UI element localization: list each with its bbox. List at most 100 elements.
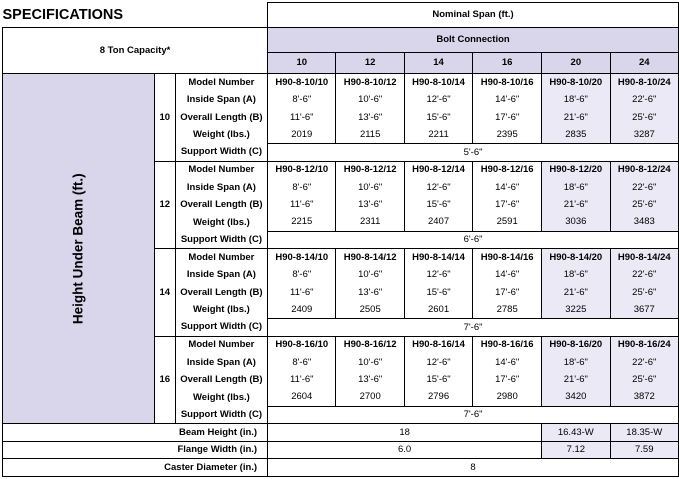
- row-label-overall: Overall Length (B): [174, 283, 269, 301]
- inside-cell: 10'-6": [335, 91, 405, 109]
- overall-cell: 25'-6": [609, 283, 679, 301]
- footer-label: Caster Diameter (in.): [1, 458, 269, 477]
- table-row: Caster Diameter (in.) 8: [1, 458, 679, 477]
- table-row: Weight (lbs.) 2215 2311 2407 2591 3036 3483: [3, 213, 679, 231]
- overall-cell: 21'-6": [541, 371, 611, 389]
- inside-cell: 8'-6": [267, 91, 337, 109]
- weight-cell: 2115: [335, 126, 405, 144]
- model-cell: H90-8-14/24: [609, 248, 679, 266]
- overall-cell: 15'-6": [403, 371, 474, 389]
- row-label-model: Model Number: [174, 248, 269, 266]
- table-row: Weight (lbs.) 2409 2505 2601 2785 3225 3677: [3, 301, 679, 319]
- table-row: Overall Length (B) 11'-6" 13'-6" 15'-6" 17'-…: [3, 371, 679, 389]
- row-label-inside: Inside Span (A): [174, 91, 269, 109]
- support-width-value: 7'-6": [267, 318, 679, 337]
- row-label-support: Support Width (C): [174, 318, 269, 337]
- weight-cell: 2700: [335, 388, 405, 406]
- overall-cell: 17'-6": [472, 108, 543, 126]
- overall-cell: 15'-6": [403, 108, 474, 126]
- span-header-row: 10 12 14 16 20 24: [3, 52, 679, 74]
- row-label-weight: Weight (lbs.): [174, 388, 269, 406]
- span-header-24: 24: [609, 52, 679, 74]
- inside-cell: 14'-6": [472, 353, 543, 371]
- overall-cell: 17'-6": [472, 371, 543, 389]
- overall-cell: 21'-6": [541, 108, 611, 126]
- row-label-support: Support Width (C): [174, 231, 269, 249]
- inside-cell: 18'-6": [541, 91, 611, 109]
- overall-cell: 21'-6": [541, 196, 611, 214]
- span-header-12: 12: [335, 52, 405, 74]
- inside-cell: 12'-6": [403, 266, 474, 284]
- inside-cell: 8'-6": [267, 178, 337, 196]
- row-label-overall: Overall Length (B): [174, 196, 269, 214]
- footer-value: 8: [267, 458, 679, 477]
- overall-cell: 13'-6": [335, 371, 405, 389]
- overall-cell: 25'-6": [609, 371, 679, 389]
- weight-cell: 2505: [335, 301, 405, 319]
- footer-value: 7.12: [541, 440, 611, 459]
- inside-cell: 8'-6": [267, 266, 337, 284]
- model-cell: H90-8-10/20: [541, 73, 611, 91]
- weight-cell: 3483: [609, 213, 679, 231]
- table-row: Weight (lbs.) 2019 2115 2211 2395 2835 3287: [3, 126, 679, 144]
- weight-cell: 3287: [609, 126, 679, 144]
- height-group-12: 12: [153, 160, 176, 249]
- overall-cell: 13'-6": [335, 283, 405, 301]
- overall-cell: 15'-6": [403, 283, 474, 301]
- overall-cell: 11'-6": [267, 196, 337, 214]
- overall-cell: 21'-6": [541, 283, 611, 301]
- height-group-14: 14: [153, 248, 176, 337]
- overall-cell: 25'-6": [609, 196, 679, 214]
- row-label-inside: Inside Span (A): [174, 266, 269, 284]
- table-row: Support Width (C) 7'-6": [3, 318, 679, 337]
- model-cell: H90-8-12/10: [267, 160, 337, 179]
- support-width-value: 7'-6": [267, 405, 679, 424]
- inside-cell: 14'-6": [472, 91, 543, 109]
- model-cell: H90-8-10/12: [335, 73, 405, 91]
- table-row: Weight (lbs.) 2604 2700 2796 2980 3420 3872: [3, 388, 679, 406]
- weight-cell: 3036: [541, 213, 611, 231]
- table-row: Inside Span (A) 8'-6" 10'-6" 12'-6" 14'-6" 18…: [3, 353, 679, 371]
- height-group-10: 10: [153, 73, 176, 162]
- inside-cell: 22'-6": [609, 353, 679, 371]
- row-label-inside: Inside Span (A): [174, 353, 269, 371]
- inside-cell: 18'-6": [541, 178, 611, 196]
- overall-cell: 25'-6": [609, 108, 679, 126]
- table-row: Flange Width (in.) 6.0 7.12 7.59: [1, 440, 679, 459]
- model-cell: H90-8-10/14: [403, 73, 474, 91]
- height-group-16: 16: [153, 335, 176, 424]
- model-cell: H90-8-14/10: [267, 248, 337, 266]
- row-label-model: Model Number: [174, 335, 269, 354]
- row-label-support: Support Width (C): [174, 406, 269, 424]
- span-header-14: 14: [403, 52, 474, 74]
- row-label-support: Support Width (C): [174, 143, 269, 162]
- model-cell: H90-8-16/10: [267, 335, 337, 354]
- support-width-value: 6'-6": [267, 230, 679, 249]
- weight-cell: 2796: [403, 388, 474, 406]
- weight-cell: 2980: [472, 388, 543, 406]
- table-row: Overall Length (B) 11'-6" 13'-6" 15'-6" 17'-…: [3, 196, 679, 214]
- table-row: Support Width (C) 6'-6": [3, 230, 679, 249]
- inside-cell: 10'-6": [335, 353, 405, 371]
- model-cell: H90-8-14/14: [403, 248, 474, 266]
- spec-title-cell: SPECIFICATIONS: [3, 3, 268, 28]
- footer-value: 18.35-W: [609, 423, 679, 442]
- model-cell: H90-8-12/12: [335, 160, 405, 179]
- table-row: 16 Model Number H90-8-16/10 H90-8-16/12 H90-…: [3, 335, 679, 424]
- overall-cell: 11'-6": [267, 371, 337, 389]
- table-row: Overall Length (B) 11'-6" 13'-6" 15'-6" 17'-…: [3, 108, 679, 126]
- footer-value: 18: [267, 423, 543, 442]
- table-row: Inside Span (A) 8'-6" 10'-6" 12'-6" 14'-6" 18…: [3, 266, 679, 284]
- span-header-10: 10: [267, 52, 337, 74]
- overall-cell: 13'-6": [335, 196, 405, 214]
- inside-cell: 14'-6": [472, 266, 543, 284]
- inside-cell: 18'-6": [541, 266, 611, 284]
- row-label-weight: Weight (lbs.): [174, 213, 269, 231]
- nominal-span-header: Nominal Span (ft.): [267, 2, 679, 28]
- weight-cell: 2211: [403, 126, 474, 144]
- overall-cell: 11'-6": [267, 283, 337, 301]
- model-cell: H90-8-10/10: [267, 73, 337, 91]
- inside-cell: 14'-6": [472, 178, 543, 196]
- model-cell: H90-8-10/16: [472, 73, 543, 91]
